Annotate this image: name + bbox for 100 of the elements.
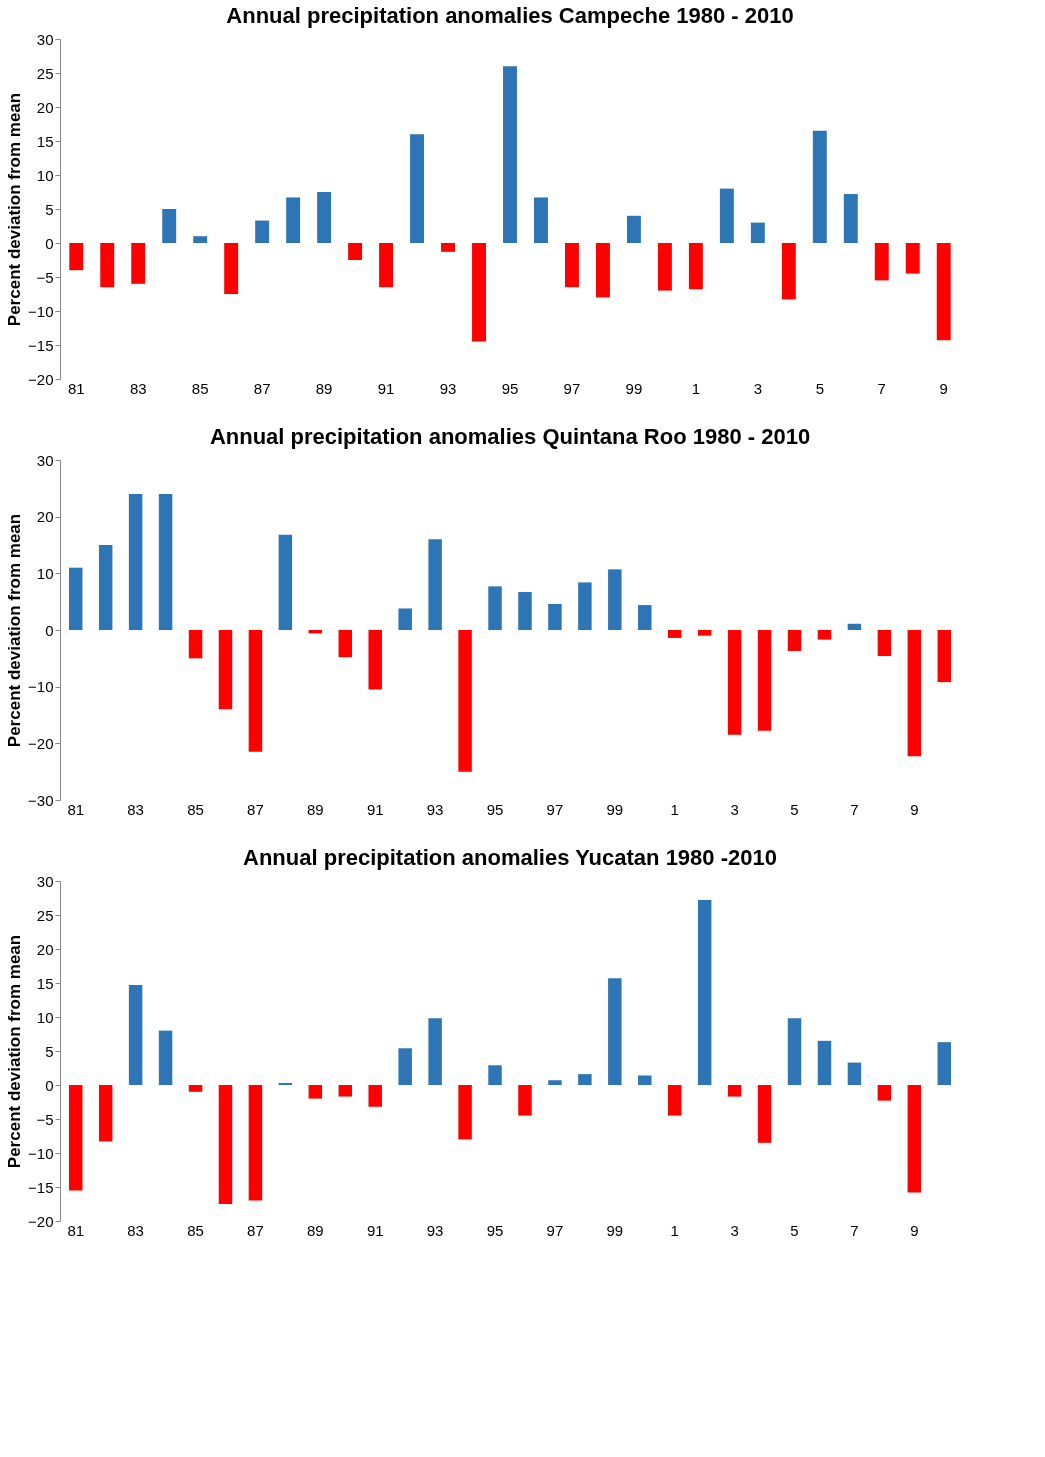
bar [286, 197, 301, 243]
y-tick-label: 5 [45, 200, 54, 218]
bar [398, 608, 412, 630]
y-tick-label: −5 [36, 1110, 54, 1128]
x-tick-label: 87 [253, 379, 271, 397]
x-tick-label: 87 [247, 1221, 264, 1239]
bar [697, 900, 712, 1085]
y-tick-label: −15 [28, 1178, 54, 1196]
bar [98, 545, 113, 630]
y-tick-label: 0 [45, 234, 54, 252]
bar [657, 243, 672, 291]
x-tick-label: 99 [606, 800, 624, 818]
bar [757, 1085, 772, 1143]
x-tick-label: 81 [67, 1221, 85, 1239]
x-tick-label: 89 [306, 1221, 324, 1239]
chart-title: Annual precipitation anomalies Campeche 1980 - 2010 [226, 3, 794, 28]
x-tick-label: 91 [366, 800, 384, 818]
x-tick-label: 93 [426, 1221, 444, 1239]
x-tick-label: 97 [563, 379, 581, 397]
bar [158, 494, 173, 630]
bar [843, 194, 858, 243]
bar [877, 630, 892, 657]
x-tick-label: 91 [366, 1221, 384, 1239]
bar [488, 1065, 502, 1085]
y-axis-title: Percent deviation from mean [5, 513, 25, 748]
x-tick-label: 97 [546, 800, 564, 818]
bar [398, 1048, 412, 1085]
bar [626, 215, 641, 243]
x-tick-label: 85 [187, 800, 204, 818]
bar [69, 243, 84, 271]
y-axis-title: Percent deviation from mean [5, 934, 25, 1169]
bar [458, 630, 472, 772]
x-tick-label: 85 [187, 1221, 204, 1239]
bar [410, 134, 425, 243]
x-tick-label: 89 [306, 800, 324, 818]
x-tick-label: 99 [625, 379, 643, 397]
x-tick-label: 9 [910, 800, 919, 818]
chart-title: Annual precipitation anomalies Yucatan 1980 -2010 [243, 845, 777, 870]
bar [441, 243, 456, 252]
bar [503, 66, 517, 243]
bar [817, 630, 832, 640]
x-tick-label: 87 [247, 800, 264, 818]
y-tick-label: 5 [45, 1042, 54, 1060]
x-tick-label: 83 [127, 1221, 144, 1239]
y-tick-label: 30 [36, 872, 54, 890]
bar [847, 1062, 862, 1085]
bar [128, 494, 143, 630]
y-tick-label: −20 [28, 370, 54, 388]
bar [936, 243, 951, 341]
x-tick-label: 91 [377, 379, 395, 397]
bar [608, 569, 622, 630]
bar [158, 1030, 173, 1085]
bar [548, 1080, 562, 1085]
bar [877, 1085, 892, 1101]
y-tick-label: −30 [28, 791, 54, 809]
x-tick-label: 1 [691, 379, 701, 397]
bar [727, 630, 742, 735]
bar [608, 978, 622, 1085]
y-tick-label: 10 [36, 166, 54, 184]
x-tick-label: 1 [670, 1221, 679, 1239]
x-tick-label: 95 [501, 379, 519, 397]
bar [68, 567, 83, 630]
bar [162, 209, 177, 243]
x-tick-label: 83 [127, 800, 144, 818]
x-tick-label: 3 [753, 379, 763, 397]
bar [188, 630, 203, 659]
bar [248, 630, 263, 752]
x-tick-label: 7 [850, 1221, 859, 1239]
y-tick-label: 20 [36, 940, 54, 958]
x-tick-label: 95 [486, 800, 504, 818]
bar [131, 243, 146, 284]
bar [68, 1085, 83, 1191]
x-tick-label: 99 [606, 1221, 624, 1239]
bar [98, 1085, 113, 1142]
bar [719, 188, 734, 243]
bar [817, 1040, 832, 1085]
bar [937, 1042, 952, 1085]
y-tick-label: 0 [45, 1076, 54, 1094]
bar [595, 243, 610, 298]
bar [874, 243, 889, 281]
bar [368, 1085, 382, 1107]
bar [564, 243, 579, 288]
bar [248, 1085, 263, 1201]
bar [308, 1085, 323, 1099]
bar [812, 130, 827, 243]
x-tick-label: 9 [939, 379, 948, 397]
x-tick-label: 3 [730, 1221, 739, 1239]
bar [278, 1082, 293, 1085]
bar [578, 1074, 592, 1085]
bar [218, 1085, 233, 1204]
bar [224, 243, 239, 294]
x-tick-label: 95 [486, 1221, 504, 1239]
bar [278, 534, 293, 630]
x-tick-label: 3 [730, 800, 739, 818]
y-tick-label: −20 [28, 1212, 54, 1230]
bar [907, 1085, 922, 1193]
bar [100, 243, 115, 288]
y-tick-label: 30 [36, 451, 54, 469]
y-tick-label: −10 [28, 302, 54, 320]
bar [697, 630, 712, 636]
